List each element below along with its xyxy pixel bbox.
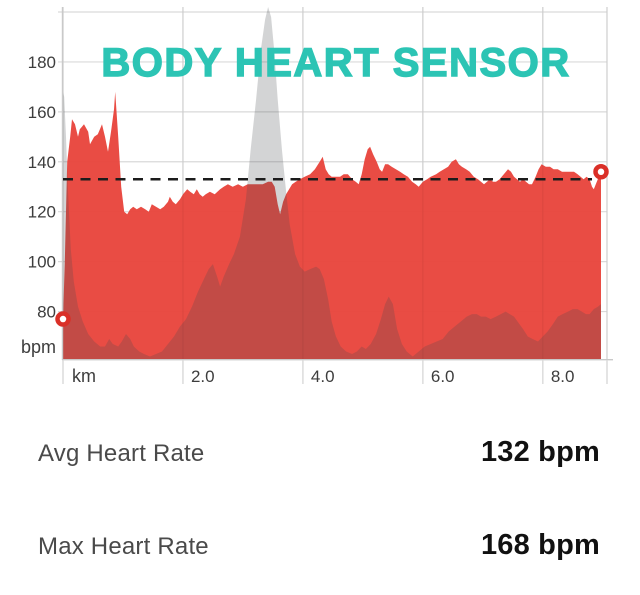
end-marker [593, 164, 609, 180]
y-tick-label: 140 [28, 153, 56, 172]
heart-rate-chart: 80 100 120 140 160 180 2.0 4.0 6.0 8.0 bpm km BOD… [21, 7, 613, 386]
x-tick-label: 4.0 [311, 367, 335, 386]
stat-row-max: Max Heart Rate 168 bpm [38, 529, 600, 562]
y-tick-label: 120 [28, 203, 56, 222]
heart-rate-chart-section: 80 100 120 140 160 180 2.0 4.0 6.0 8.0 bpm km BOD… [20, 7, 613, 386]
avg-heart-rate-label: Avg Heart Rate [38, 440, 205, 467]
heart-rate-stats: Avg Heart Rate 132 bpm Max Heart Rate 16… [0, 436, 640, 562]
chart-layers: 80 100 120 140 160 180 2.0 4.0 6.0 8.0 [28, 7, 613, 386]
y-tick-label: 180 [28, 53, 56, 72]
chart-title: BODY HEART SENSOR [101, 41, 570, 85]
x-axis-unit-label: km [72, 366, 96, 386]
x-tick-label: 6.0 [431, 367, 455, 386]
x-tick-label: 8.0 [551, 367, 575, 386]
y-tick-label: 100 [28, 253, 56, 272]
heart-rate-area [63, 91, 601, 361]
start-marker [55, 311, 71, 327]
y-tick-label: 80 [37, 303, 56, 322]
stat-row-avg: Avg Heart Rate 132 bpm [38, 436, 600, 469]
max-heart-rate-value: 168 bpm [480, 529, 600, 561]
avg-heart-rate-value: 132 bpm [480, 436, 600, 468]
x-tick-label: 2.0 [191, 367, 215, 386]
max-heart-rate-label: Max Heart Rate [38, 533, 209, 560]
y-axis-unit-label: bpm [21, 337, 56, 357]
y-tick-label: 160 [28, 103, 56, 122]
